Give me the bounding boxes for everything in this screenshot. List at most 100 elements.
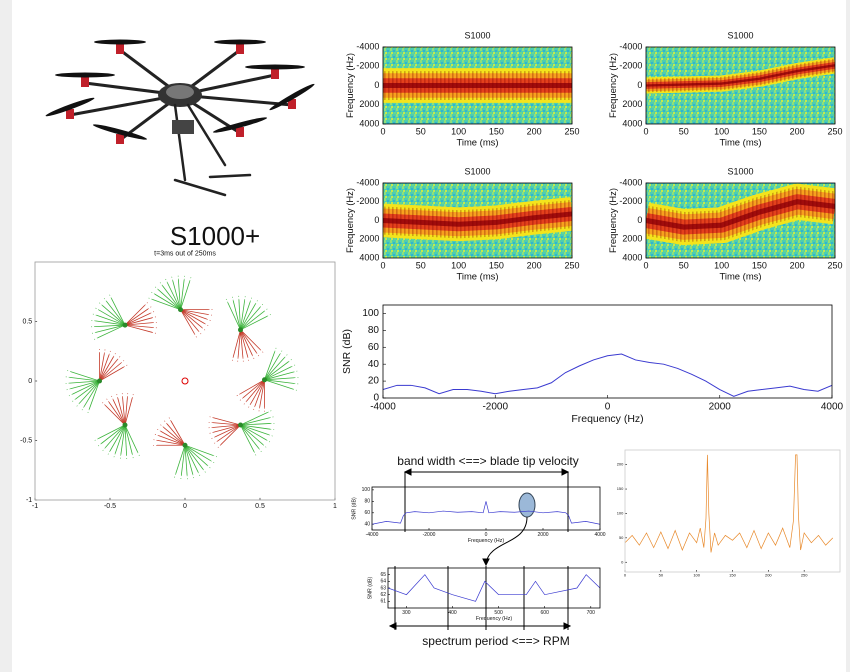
- x-tick-label: -2000: [423, 532, 436, 538]
- x-axis-label: Frequency (Hz): [571, 413, 643, 425]
- data-line: [388, 574, 600, 602]
- y-tick-label: 100: [617, 511, 624, 516]
- blade-line: [152, 298, 181, 310]
- blade-line: [259, 379, 265, 408]
- blade-tip: [137, 452, 141, 458]
- x-tick-label: 0.5: [255, 503, 265, 510]
- blade-line: [180, 309, 199, 332]
- blade-line: [232, 329, 241, 357]
- x-axis-label: Frequency (Hz): [476, 616, 512, 622]
- y-tick-label: 200: [617, 462, 624, 467]
- blade-line: [124, 322, 153, 326]
- y-tick-label: 0: [374, 215, 379, 225]
- x-tick-label: 100: [451, 260, 466, 270]
- blade-tip: [284, 352, 289, 358]
- blade-line: [240, 424, 271, 430]
- blade-line: [124, 424, 139, 453]
- blade-flashes: [383, 199, 572, 239]
- blade-tip: [158, 280, 163, 286]
- x-tick-label: 150: [752, 126, 767, 136]
- y-axis-label: Frequency (Hz): [608, 53, 619, 118]
- rotor-hub: [122, 322, 128, 328]
- blade-line: [124, 425, 127, 456]
- y-tick-label: 40: [364, 522, 370, 528]
- y-tick-label: 80: [368, 325, 380, 336]
- blade-tip: [102, 296, 107, 302]
- blade-line: [180, 280, 191, 310]
- blade-line: [98, 309, 126, 326]
- blade-tip: [259, 302, 265, 308]
- y-tick-label: 20: [368, 376, 380, 387]
- y-axis-label: SNR (dB): [367, 577, 373, 600]
- blade-tip: [152, 433, 159, 436]
- x-tick-label: 150: [489, 126, 504, 136]
- y-tick-label: -0.5: [20, 437, 32, 444]
- x-tick-label: 2000: [709, 402, 732, 413]
- blade-tip: [206, 427, 213, 429]
- blade-tip: [231, 294, 234, 301]
- x-axis-label: Time (ms): [719, 271, 761, 282]
- blade-line: [212, 424, 241, 428]
- blade-line: [180, 445, 186, 476]
- blade-line: [232, 300, 241, 330]
- photo-label: S1000+: [170, 221, 260, 251]
- y-tick-label: -1: [26, 497, 32, 504]
- x-tick-label: -4000: [370, 402, 396, 413]
- blade-line: [264, 351, 276, 380]
- blade-tip: [242, 401, 247, 407]
- blade-flashes: [646, 58, 835, 93]
- y-tick-label: 0: [621, 559, 624, 564]
- blade-line: [180, 309, 205, 324]
- x-tick-label: 50: [679, 126, 689, 136]
- blade-tip: [268, 434, 275, 438]
- blade-line: [178, 279, 181, 310]
- blade-tip: [100, 400, 106, 406]
- blade-tip: [293, 370, 300, 373]
- y-tick-label: 80: [364, 499, 370, 505]
- blade-line: [264, 366, 292, 381]
- blade-tip: [105, 397, 110, 403]
- blade-line: [240, 379, 265, 395]
- blade-line: [99, 362, 122, 382]
- blade-line: [184, 445, 194, 475]
- blade-tip: [198, 330, 203, 336]
- blade-line: [180, 309, 209, 315]
- x-tick-label: 100: [693, 573, 700, 578]
- blade-line: [238, 299, 241, 330]
- blade-line: [70, 380, 100, 390]
- y-axis-label: Frequency (Hz): [345, 188, 356, 253]
- x-tick-label: 700: [587, 610, 596, 616]
- blade-tip: [147, 305, 154, 310]
- blade-tip: [231, 356, 234, 363]
- blade-line: [124, 324, 153, 328]
- blade-line: [184, 445, 204, 470]
- blade-tip: [253, 451, 258, 458]
- blade-line: [240, 417, 270, 426]
- blade-line: [240, 303, 256, 331]
- blade-line: [105, 424, 126, 448]
- plot-frame: [387, 567, 601, 609]
- blade-tip: [252, 406, 256, 412]
- plot-frame: [645, 46, 836, 125]
- blade-line: [264, 353, 281, 381]
- x-tick-label: 100: [451, 126, 466, 136]
- blade-line: [264, 357, 285, 381]
- blade-line: [72, 380, 100, 395]
- blade-tip: [180, 474, 182, 482]
- y-tick-label: -2000: [619, 61, 642, 71]
- blade-line: [88, 380, 100, 410]
- blade-tip: [288, 357, 294, 362]
- blade-line: [170, 420, 186, 446]
- blade-line: [112, 399, 126, 426]
- chart-title: S1000: [727, 31, 753, 41]
- blade-line: [160, 430, 186, 446]
- x-axis-label: Time (ms): [456, 271, 498, 282]
- blade-line: [264, 361, 289, 381]
- blade-tip: [206, 318, 213, 322]
- x-tick-label: 200: [790, 126, 805, 136]
- x-tick-label: 50: [679, 260, 689, 270]
- blade-tip: [291, 363, 297, 367]
- x-tick-label: 4000: [821, 402, 844, 413]
- x-tick-label: -4000: [366, 532, 379, 538]
